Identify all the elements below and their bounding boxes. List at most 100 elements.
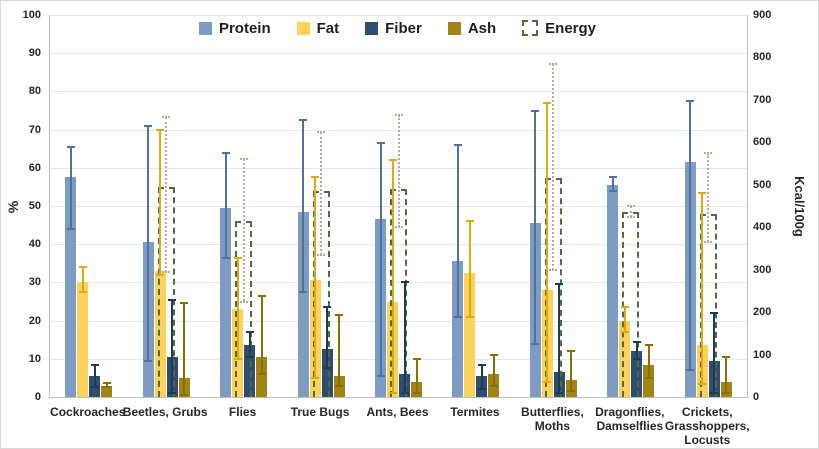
fat-error-cap (388, 159, 397, 162)
fiber-error-bar (403, 282, 406, 394)
y-axis-tick-right: 100 (753, 348, 772, 361)
ash-error-cap (489, 384, 498, 387)
ash-error-cap (257, 294, 266, 297)
fiber-error-cap (168, 392, 177, 395)
energy-error-bar (397, 114, 400, 228)
legend-swatch-fat (296, 21, 310, 35)
protein-error-cap (144, 124, 153, 127)
fiber-error-bar (635, 341, 638, 359)
fat-error-bar (159, 129, 162, 275)
fat-error-cap (620, 306, 629, 309)
energy-error-cap (239, 300, 248, 303)
fat-error-bar (314, 177, 317, 378)
legend-label: Fiber (385, 19, 422, 37)
fat-error-cap (233, 357, 242, 360)
energy-error-cap (704, 151, 713, 154)
legend-label: Protein (218, 19, 271, 37)
ash-error-bar (647, 345, 650, 378)
legend-label: Fat (316, 19, 340, 37)
protein-error-cap (221, 151, 230, 154)
ash-error-cap (567, 390, 576, 393)
fiber-error-cap (632, 340, 641, 343)
energy-error-bar (320, 131, 323, 255)
protein-error-cap (531, 109, 540, 112)
protein-error-cap (453, 315, 462, 318)
ash-bar (643, 364, 655, 397)
y-axis-tick-left: 100 (22, 9, 41, 21)
ash-error-cap (180, 302, 189, 305)
ash-bar (256, 356, 268, 397)
fat-bar (619, 320, 631, 397)
fat-error-cap (698, 191, 707, 194)
y-axis-tick-left: 0 (34, 391, 41, 403)
fat-error-cap (620, 331, 629, 334)
x-axis-label: Butterflies, Moths (521, 405, 584, 433)
gridline (50, 358, 747, 360)
protein-error-cap (686, 99, 695, 102)
ash-error-bar (570, 351, 573, 392)
protein-error-cap (66, 227, 75, 230)
protein-bar (65, 177, 77, 397)
fiber-error-bar (480, 364, 483, 390)
protein-error-bar (611, 177, 614, 191)
fiber-error-cap (710, 311, 719, 314)
fiber-error-cap (555, 283, 564, 286)
legend-swatch-protein (198, 21, 212, 35)
protein-error-cap (608, 176, 617, 179)
fiber-error-bar (171, 299, 174, 394)
x-axis-label: Beetles, Grubs (122, 405, 208, 419)
legend-label: Energy (545, 19, 597, 37)
energy-error-bar (629, 206, 632, 217)
y-axis-tick-right: 800 (753, 51, 772, 64)
fat-error-bar (81, 267, 84, 292)
legend-item-fat: Fat (296, 19, 340, 37)
ash-error-cap (644, 344, 653, 347)
fiber-error-cap (710, 392, 719, 395)
y-axis-tick-right: 700 (753, 93, 772, 106)
protein-error-bar (534, 110, 537, 344)
y-axis-tick-right: 200 (753, 306, 772, 319)
ash-error-bar (725, 356, 728, 394)
y-axis-tick-right: 400 (753, 221, 772, 234)
energy-error-cap (162, 115, 171, 118)
fat-error-cap (543, 101, 552, 104)
energy-error-cap (549, 62, 558, 65)
ash-error-cap (412, 357, 421, 360)
energy-error-cap (317, 253, 326, 256)
y-axis-tick-left: 70 (28, 123, 41, 136)
energy-error-cap (162, 270, 171, 273)
gridline (50, 320, 747, 322)
y-axis-tick-left: 50 (28, 200, 41, 212)
fiber-error-cap (90, 386, 99, 389)
fiber-error-cap (400, 392, 409, 395)
protein-error-cap (66, 145, 75, 148)
fat-error-cap (698, 382, 707, 385)
fat-error-bar (546, 102, 549, 382)
fat-error-cap (543, 380, 552, 383)
protein-error-bar (69, 146, 72, 229)
legend-item-energy: Energy (522, 20, 596, 37)
fiber-error-cap (400, 281, 409, 284)
fiber-error-cap (632, 357, 641, 360)
fiber-error-cap (555, 392, 564, 395)
y-axis-tick-right: 500 (753, 178, 772, 191)
x-axis-label: Dragonflies, Damselflies (595, 405, 665, 433)
plot-area (49, 15, 748, 398)
fiber-error-cap (245, 331, 254, 334)
ash-error-bar (260, 295, 263, 375)
protein-error-bar (379, 142, 382, 376)
y-axis-tick-left: 30 (28, 276, 41, 289)
ash-error-cap (180, 394, 189, 397)
fat-error-cap (156, 128, 165, 131)
protein-bar (452, 261, 464, 397)
ash-error-bar (492, 354, 495, 386)
fiber-error-cap (168, 298, 177, 301)
legend-item-ash: Ash (447, 20, 496, 37)
legend: Protein Fat Fiber Ash Energy (49, 16, 746, 40)
protein-error-cap (144, 359, 153, 362)
energy-error-cap (394, 226, 403, 229)
fat-error-bar (623, 307, 626, 333)
ash-error-cap (257, 373, 266, 376)
protein-error-bar (302, 120, 305, 292)
fat-error-cap (156, 273, 165, 276)
